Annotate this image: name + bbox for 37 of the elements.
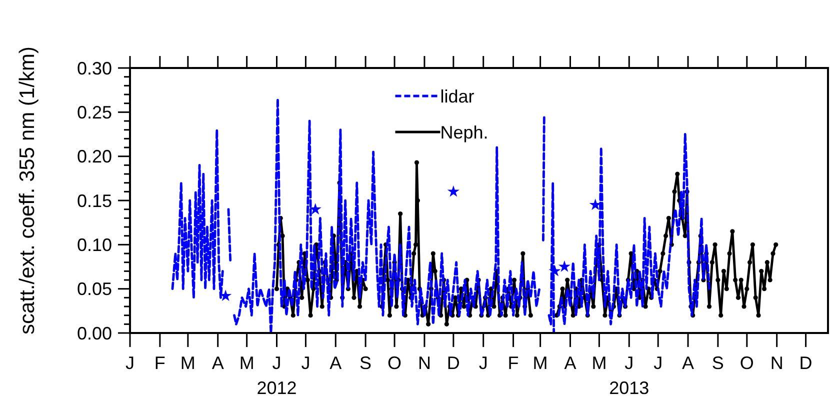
x-tick-label: D bbox=[799, 353, 812, 373]
x-tick-label: J bbox=[654, 353, 663, 373]
x-tick-label: S bbox=[712, 353, 724, 373]
x-tick-label: J bbox=[478, 353, 488, 373]
x-tick-label: D bbox=[446, 353, 460, 373]
legend-label: lidar bbox=[440, 86, 474, 106]
x-tick-label: M bbox=[592, 353, 607, 373]
x-tick-label: A bbox=[564, 353, 576, 373]
point bbox=[447, 185, 460, 197]
x-tick-label: J bbox=[301, 353, 310, 373]
x-tick-label: F bbox=[508, 353, 519, 373]
y-tick-label: 0.30 bbox=[76, 58, 112, 78]
x-tick-label: N bbox=[770, 353, 784, 373]
x-tick-label: A bbox=[212, 353, 224, 373]
y-axis-title: scatt./ext. coeff. 355 nm (1/km) bbox=[16, 46, 39, 334]
x-tick-label: A bbox=[682, 353, 694, 373]
x-tick-label: M bbox=[180, 353, 196, 373]
y-tick-label: 0.00 bbox=[76, 323, 112, 344]
y-tick-label: 0.10 bbox=[76, 234, 112, 255]
point bbox=[558, 260, 570, 272]
x-tick-label: J 2012 bbox=[256, 353, 297, 398]
x-tick-label: J bbox=[126, 353, 134, 373]
y-tick-label: 0.05 bbox=[76, 279, 112, 300]
x-tick-label: N bbox=[418, 353, 431, 373]
legend-label: Neph. bbox=[440, 122, 488, 142]
x-tick-label: O bbox=[388, 353, 402, 373]
x-tick-label: M bbox=[239, 353, 254, 373]
y-tick-label: 0.20 bbox=[76, 146, 112, 167]
x-tick-label: O bbox=[740, 353, 754, 373]
y-tick-label: 0.25 bbox=[76, 102, 112, 122]
y-tick-label: 0.15 bbox=[76, 190, 112, 211]
x-tick-label: S bbox=[360, 353, 372, 373]
point bbox=[309, 203, 322, 214]
x-tick-label: J 2013 bbox=[609, 353, 650, 398]
x-tick-label: M bbox=[532, 353, 548, 373]
x-tick-label: A bbox=[330, 353, 342, 373]
x-tick-label: F bbox=[154, 353, 166, 373]
